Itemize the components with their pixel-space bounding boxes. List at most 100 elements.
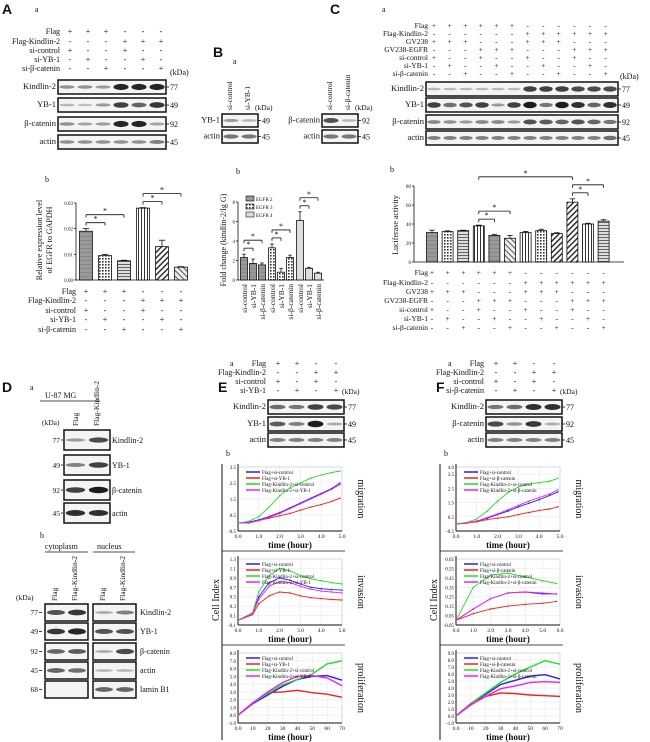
condition-sign: + [586,278,590,287]
blot-image [44,661,89,680]
y-tick-label: -0.1 [228,624,236,629]
data-point [538,481,540,484]
kda-marker: 49 [622,101,630,110]
protein-band [539,136,553,140]
condition-sign: + [570,305,574,314]
y-tick-label: 3.0 [230,691,237,696]
legend-label: Flag+si-control [480,563,511,568]
data-point [278,567,281,570]
x-tick-label: 50 [528,726,534,732]
condition-sign: + [86,27,91,36]
data-point [486,510,489,512]
y-tick-label: 0.5 [230,514,237,519]
significance-star: * [160,186,164,195]
protein-band [47,668,65,673]
condition-label: si-control [29,46,60,55]
condition-sign: - [85,325,88,334]
data-point [299,583,302,585]
condition-sign: + [603,29,607,38]
protein-band [88,510,109,516]
kda-marker: 45 [170,138,178,147]
bar [117,260,131,281]
y-tick-label: 0.00 [64,279,73,284]
condition-sign: + [572,29,576,38]
protein-band [459,87,473,91]
condition-sign: - [587,323,590,332]
kda-unit: (kDa) [342,387,360,396]
data-point [507,510,509,512]
x-tick-label: 2.0 [487,628,494,634]
x-axis-label: time (hour) [268,540,312,550]
data-point [486,516,489,519]
y-tick-label: 4.0 [448,466,455,471]
protein-band [523,86,537,92]
condition-sign: + [159,64,164,73]
legend-label: Flag-Kindlin-2+si-YB-1 [262,581,311,586]
condition-sign: - [431,314,434,323]
y-tick-label: -0.5 [446,530,454,535]
condition-sign: + [276,359,281,368]
y-tick-label: 0.3 [230,605,237,610]
significance-star: * [94,215,98,224]
protein-band [487,438,504,442]
condition-sign: - [123,296,126,305]
data-point [507,605,509,607]
significance-star: * [279,222,283,231]
data-point [258,602,260,605]
kda-marker: 77 [31,608,39,617]
protein-band [77,85,93,89]
data-point [455,619,457,622]
condition-sign: + [513,386,518,395]
condition-sign: - [558,45,561,54]
data-point [320,493,323,496]
condition-sign: + [539,314,543,323]
condition-label: si-β-catenin [393,323,429,332]
data-point [310,578,312,580]
kda-marker: 49 [348,420,356,429]
subpanel-label: b [390,165,394,174]
condition-sign: + [276,377,281,386]
condition-sign: - [69,64,72,73]
protein-label: actin [303,131,320,141]
condition-label: GV238-EGFR [384,296,428,305]
protein-label: actin [39,136,56,146]
data-point [548,493,551,495]
protein-band [506,438,523,442]
x-tick-label: 70 [339,726,345,732]
bar [504,237,516,263]
data-point [538,496,540,499]
protein-band [326,438,343,442]
protein-band [77,103,93,107]
subpanel-label: a [230,359,234,368]
condition-sign: + [552,368,557,377]
kda-marker: 92 [53,486,61,495]
condition-sign: + [104,64,109,73]
condition-sign: - [589,53,592,62]
condition-sign: + [463,37,467,46]
data-point [517,513,520,516]
data-point [496,513,499,515]
condition-sign: - [495,69,498,78]
protein-band [525,421,542,427]
blot-image [92,603,137,622]
protein-band [95,140,111,144]
condition-sign: - [495,29,498,38]
protein-label: Kindlin-2 [112,436,143,445]
data-point [278,580,281,583]
condition-sign: - [495,368,498,377]
kda-marker: 68 [31,685,39,694]
lane-label: si-YB-1 [243,86,252,110]
protein-band [587,136,601,140]
protein-band [443,136,457,140]
y-tick-label: 2.0 [448,701,455,706]
data-point [268,594,271,597]
data-point [278,515,281,517]
bar [174,266,188,281]
condition-label: Flag [252,359,266,368]
condition-sign: + [447,61,451,70]
condition-sign: - [142,64,145,73]
data-point [310,506,312,508]
x-tick-label: 1.0 [255,628,262,634]
significance-star: * [151,194,155,203]
condition-sign: - [589,21,592,30]
